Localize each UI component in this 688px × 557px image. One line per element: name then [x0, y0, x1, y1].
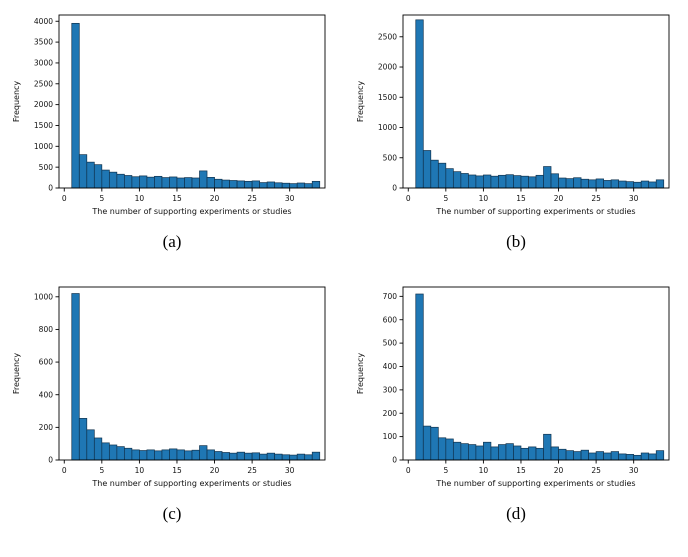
svg-text:600: 600 [383, 315, 398, 324]
svg-text:1500: 1500 [34, 121, 53, 130]
svg-text:800: 800 [39, 325, 54, 334]
svg-text:5: 5 [443, 466, 448, 475]
svg-text:10: 10 [479, 194, 489, 203]
svg-text:700: 700 [383, 292, 398, 301]
histogram-panel-a: 0 500 1000 1500 2000 2500 3000 3500 4000 0 5 10 15 20… [0, 8, 344, 280]
svg-text:5: 5 [443, 194, 448, 203]
svg-text:0: 0 [48, 184, 53, 193]
svg-text:20: 20 [210, 194, 220, 203]
histogram-panel-c: 0 200 400 600 800 1000 0 5 10 15 20 25 30 The number … [0, 280, 344, 552]
svg-text:400: 400 [383, 362, 398, 371]
svg-text:Frequency: Frequency [356, 353, 365, 395]
svg-text:100: 100 [383, 432, 398, 441]
svg-text:25: 25 [247, 466, 257, 475]
svg-text:0: 0 [406, 466, 411, 475]
histogram-panel-b: 0 500 1000 1500 2000 2500 0 5 10 15 20 25 30 The numb… [344, 8, 688, 280]
svg-text:25: 25 [591, 466, 601, 475]
svg-text:Frequency: Frequency [12, 81, 21, 123]
svg-text:1500: 1500 [378, 93, 397, 102]
histogram-d-canvas: 0 100 200 300 400 500 600 700 0 5 10 15 20 25 30 The nu… [356, 286, 670, 488]
svg-text:30: 30 [285, 194, 295, 203]
svg-text:300: 300 [383, 385, 398, 394]
svg-text:2000: 2000 [34, 100, 53, 109]
svg-text:0: 0 [406, 194, 411, 203]
svg-text:500: 500 [39, 163, 54, 172]
svg-text:The number of supporting exper: The number of supporting experiments or … [435, 479, 635, 488]
svg-text:30: 30 [629, 466, 639, 475]
svg-text:3500: 3500 [34, 38, 53, 47]
svg-text:20: 20 [554, 194, 564, 203]
svg-text:0: 0 [62, 194, 67, 203]
svg-text:The number of supporting exper: The number of supporting experiments or … [435, 207, 635, 216]
svg-text:200: 200 [383, 409, 398, 418]
panel-caption-b: (b) [506, 232, 526, 251]
svg-text:1000: 1000 [34, 292, 53, 301]
svg-text:2500: 2500 [378, 32, 397, 41]
panel-caption-a: (a) [162, 232, 182, 251]
svg-text:5: 5 [99, 194, 104, 203]
histogram-a-canvas: 0 500 1000 1500 2000 2500 3000 3500 4000 0 5 10 15 20… [12, 14, 326, 216]
panel-caption-d: (d) [506, 504, 526, 523]
svg-text:15: 15 [172, 194, 182, 203]
svg-text:600: 600 [39, 358, 54, 367]
panel-caption-c: (c) [162, 504, 182, 523]
svg-text:1000: 1000 [34, 142, 53, 151]
svg-text:Frequency: Frequency [12, 353, 21, 395]
svg-text:400: 400 [39, 390, 54, 399]
svg-text:15: 15 [172, 466, 182, 475]
histogram-panel-d: 0 100 200 300 400 500 600 700 0 5 10 15 20 25 30 The nu… [344, 280, 688, 552]
svg-text:25: 25 [247, 194, 257, 203]
svg-text:2000: 2000 [378, 63, 397, 72]
svg-text:4000: 4000 [34, 17, 53, 26]
histogram-c-canvas: 0 200 400 600 800 1000 0 5 10 15 20 25 30 The number … [12, 286, 326, 488]
histogram-b-canvas: 0 500 1000 1500 2000 2500 0 5 10 15 20 25 30 The numb… [356, 14, 670, 216]
svg-text:2500: 2500 [34, 79, 53, 88]
svg-text:15: 15 [516, 466, 526, 475]
svg-text:10: 10 [135, 466, 145, 475]
svg-text:0: 0 [392, 456, 397, 465]
svg-text:0: 0 [62, 466, 67, 475]
svg-text:1000: 1000 [378, 123, 397, 132]
svg-text:10: 10 [479, 466, 489, 475]
svg-text:500: 500 [383, 339, 398, 348]
svg-text:30: 30 [285, 466, 295, 475]
svg-text:3000: 3000 [34, 59, 53, 68]
svg-text:30: 30 [629, 194, 639, 203]
svg-text:10: 10 [135, 194, 145, 203]
svg-text:25: 25 [591, 194, 601, 203]
svg-text:200: 200 [39, 423, 54, 432]
svg-text:500: 500 [383, 153, 398, 162]
svg-text:5: 5 [99, 466, 104, 475]
svg-text:The number of supporting exper: The number of supporting experiments or … [91, 479, 291, 488]
svg-text:15: 15 [516, 194, 526, 203]
svg-text:0: 0 [48, 456, 53, 465]
svg-text:0: 0 [392, 184, 397, 193]
svg-text:20: 20 [210, 466, 220, 475]
svg-text:Frequency: Frequency [356, 81, 365, 123]
svg-text:The number of supporting exper: The number of supporting experiments or … [91, 207, 291, 216]
svg-text:20: 20 [554, 466, 564, 475]
